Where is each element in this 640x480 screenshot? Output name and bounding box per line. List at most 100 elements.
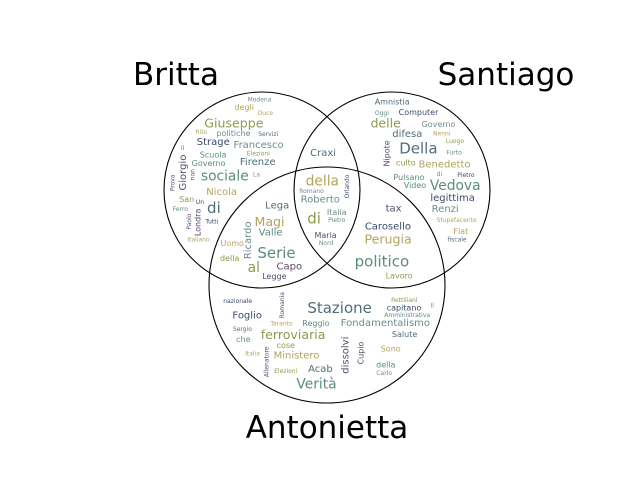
word-bc: Perugia: [364, 231, 411, 246]
word-c: Il: [430, 303, 434, 310]
circle-outlines: [163, 91, 491, 404]
word-ac: Magi: [254, 214, 284, 229]
word-ac: Serie: [257, 244, 295, 262]
word-a: Servizi: [258, 131, 278, 138]
word-ac: Lega: [265, 200, 289, 211]
word-b: Flat: [453, 227, 468, 236]
word-a: Un: [196, 199, 204, 206]
word-a: Paolo: [186, 213, 193, 229]
word-b: di: [437, 171, 443, 178]
word-c: Romania: [279, 292, 286, 319]
word-b: difesa: [392, 129, 422, 140]
word-a: Scuola: [200, 150, 227, 159]
word-abc: Roberto: [301, 194, 340, 205]
word-a: Giorgio: [178, 155, 189, 191]
word-b: Nipote: [382, 140, 391, 166]
word-c: Reggio: [302, 319, 330, 328]
word-b: legittima: [430, 193, 475, 204]
word-c: Fondamentalismo: [341, 318, 430, 329]
word-c: Rettilianl: [391, 297, 418, 304]
word-abc: di: [307, 210, 321, 228]
word-c: Foglio: [232, 311, 262, 322]
word-a: non: [190, 169, 197, 180]
word-a: politiche: [216, 129, 250, 138]
word-c: Sergio: [233, 326, 252, 333]
word-b: Vedova: [430, 178, 481, 194]
word-c: Stazione: [307, 299, 372, 317]
word-b: Amnistia: [375, 97, 410, 106]
word-c: Salute: [392, 330, 417, 339]
word-a: Nicola: [206, 187, 237, 198]
word-bc: Lavoro: [386, 271, 413, 280]
word-ac: Valle: [259, 228, 283, 239]
word-b: Benedetto: [419, 160, 471, 171]
word-bc: politico: [355, 253, 410, 271]
word-b: Pulsano: [393, 173, 424, 182]
word-c: Italia: [245, 351, 260, 358]
word-b: delle: [370, 116, 401, 131]
word-a: Italiano: [187, 237, 210, 244]
word-b: Furto: [446, 149, 462, 156]
word-a: di: [207, 199, 221, 217]
word-c: Cupio: [356, 342, 365, 365]
word-a: Strage: [197, 137, 230, 148]
word-ac: Ricardo: [243, 221, 254, 259]
word-c: nazionale: [223, 298, 252, 305]
word-c: Sono: [381, 344, 401, 353]
word-ac: della: [220, 254, 239, 263]
word-b: Nenni: [433, 131, 451, 138]
word-bc: tax: [386, 203, 402, 214]
word-ab: Craxi: [310, 148, 336, 159]
word-a: sociale: [201, 168, 249, 184]
word-a: Francesco: [234, 140, 284, 151]
word-b: Computer: [399, 108, 439, 117]
word-b: Luogo: [446, 138, 465, 145]
word-abc: Maria: [314, 231, 336, 240]
word-a: Rito: [195, 129, 207, 136]
word-a: Ferro: [173, 206, 189, 213]
word-abc: Pietro: [328, 217, 346, 224]
word-c: capitano: [387, 303, 422, 312]
word-b: Pietro: [457, 172, 475, 179]
word-a: Londra: [194, 209, 203, 237]
word-a: Il: [181, 145, 185, 152]
word-c: Amministrativa: [384, 312, 430, 319]
word-c: cose: [277, 341, 295, 350]
word-c: ferroviaria: [261, 327, 326, 342]
set-circle-antonietta: [208, 166, 446, 404]
word-c: dissolvi: [341, 337, 352, 374]
word-c: Allenatore: [264, 346, 271, 377]
word-abc: Italia: [327, 208, 347, 217]
word-ac: al: [248, 260, 260, 276]
word-a: Modena: [248, 97, 272, 104]
word-ac: Legge: [262, 272, 286, 281]
word-c: Taranto: [269, 321, 293, 328]
word-b: Renzi: [432, 204, 459, 215]
word-b: Della: [399, 140, 437, 158]
word-a: degli: [234, 103, 254, 112]
word-c: Carlo: [376, 370, 392, 377]
word-abc: Orlando: [344, 174, 351, 198]
word-cloud: di sociale Giuseppe Nicola Giorgio Francesco S…: [170, 97, 481, 393]
word-b: culto: [396, 159, 416, 168]
word-c: Elezioni: [274, 368, 297, 375]
word-ac: Capo: [277, 262, 303, 273]
set-label-santiago: Santiago: [438, 57, 575, 93]
word-a: Prova: [170, 174, 177, 191]
word-a: Giuseppe: [204, 116, 264, 131]
word-c: Verità: [296, 376, 336, 392]
word-c: che: [236, 335, 250, 344]
word-b: Video: [404, 181, 427, 190]
word-ac: Uomo: [220, 239, 244, 248]
word-c: della: [376, 361, 395, 370]
word-bc: Carosello: [365, 221, 411, 232]
set-label-antonietta: Antonietta: [246, 410, 409, 446]
word-a: Tutti: [204, 218, 218, 225]
word-b: Stupefacente: [437, 217, 477, 224]
word-abc: Nord: [319, 240, 334, 247]
set-label-britta: Britta: [133, 57, 219, 93]
word-a: San: [179, 195, 194, 204]
word-a: Elezioni: [247, 151, 270, 158]
word-b: fiscale: [447, 237, 467, 244]
